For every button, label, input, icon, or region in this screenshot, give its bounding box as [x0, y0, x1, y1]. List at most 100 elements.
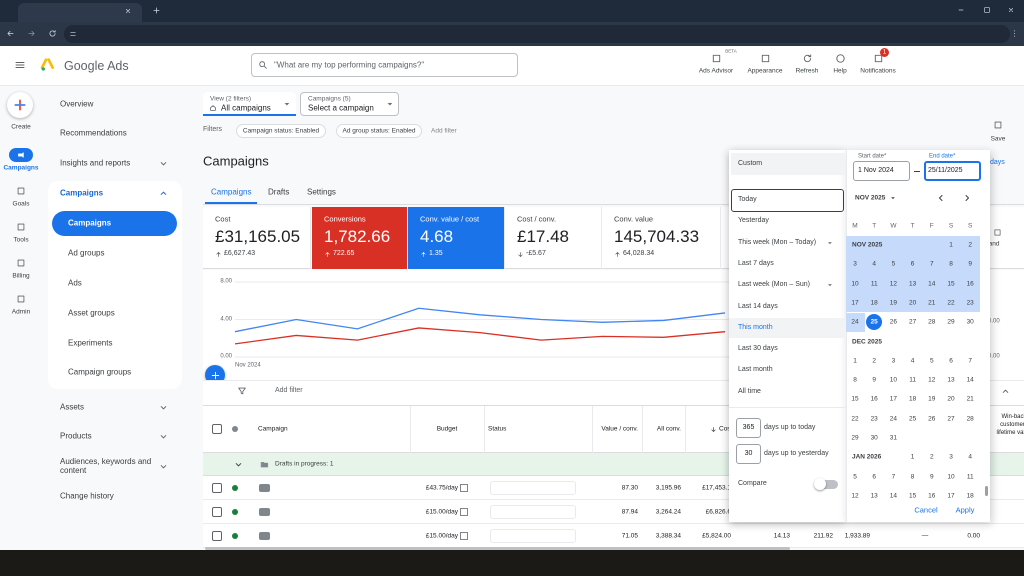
preset[interactable]: Custom: [738, 159, 763, 167]
calendar-day[interactable]: 16: [870, 395, 878, 403]
calendar-day[interactable]: 15: [908, 492, 917, 500]
calendar-day[interactable]: 20: [947, 395, 955, 403]
calendar-day[interactable]: 26: [889, 318, 898, 326]
calendar-day[interactable]: 14: [928, 279, 936, 287]
action-icon[interactable]: [835, 53, 846, 64]
apply-button[interactable]: Apply: [955, 505, 975, 515]
next-month[interactable]: [961, 192, 973, 204]
days-input[interactable]: [736, 418, 761, 438]
browser-menu[interactable]: [1010, 29, 1019, 38]
window-maximize[interactable]: [983, 6, 991, 14]
prev-month[interactable]: [935, 192, 947, 204]
compare-toggle[interactable]: [816, 480, 838, 489]
rail-label[interactable]: Create: [11, 123, 31, 131]
calendar-day[interactable]: 3: [949, 453, 953, 461]
preset[interactable]: This week (Mon – Today): [738, 238, 817, 246]
nav-group[interactable]: Campaigns: [60, 188, 104, 198]
rail-label[interactable]: Admin: [11, 308, 31, 316]
calendar-day[interactable]: 25: [908, 414, 917, 422]
hamburger[interactable]: [14, 59, 26, 71]
group-chevron[interactable]: [233, 459, 244, 470]
search-box[interactable]: [251, 53, 518, 77]
metric-card[interactable]: [408, 207, 505, 269]
calendar-day[interactable]: 4: [872, 260, 876, 268]
preset[interactable]: Yesterday: [738, 217, 769, 225]
calendar-day[interactable]: 13: [947, 376, 955, 384]
metric-card[interactable]: [602, 207, 721, 269]
calendar-day[interactable]: 30: [870, 434, 878, 442]
calendar-day[interactable]: 9: [929, 472, 934, 480]
calendar-day[interactable]: 30: [966, 318, 974, 326]
calendar-day[interactable]: 24: [889, 414, 898, 422]
start-field[interactable]: [853, 161, 910, 181]
action-icon[interactable]: [873, 53, 884, 64]
calendar-day[interactable]: 23: [870, 414, 878, 422]
calendar-day[interactable]: 8: [853, 376, 857, 384]
metric-card[interactable]: [505, 207, 602, 269]
calendar-day[interactable]: 9: [872, 376, 876, 384]
save-label[interactable]: Save: [990, 135, 1006, 143]
calendar-day[interactable]: 3: [853, 260, 857, 268]
calendar-day[interactable]: 19: [889, 299, 898, 307]
rail-icon[interactable]: [16, 222, 26, 232]
save-icon[interactable]: [993, 120, 1003, 130]
calendar-day[interactable]: 22: [851, 414, 859, 422]
cancel-button[interactable]: Cancel: [914, 505, 938, 515]
calendar-day[interactable]: 20: [908, 299, 917, 307]
calendar-day[interactable]: 1: [910, 453, 915, 461]
calendar-day[interactable]: 31: [889, 434, 898, 442]
calendar-day[interactable]: 7: [929, 260, 934, 268]
month-select[interactable]: NOV 2025: [855, 194, 886, 202]
window-close[interactable]: [1007, 6, 1015, 14]
calendar-day[interactable]: 29: [851, 434, 859, 442]
header-checkbox[interactable]: [212, 424, 222, 434]
table-row[interactable]: [203, 524, 1024, 548]
calendar-day[interactable]: 11: [870, 279, 878, 287]
calendar-day[interactable]: 4: [910, 357, 915, 365]
nav-sub-item[interactable]: Asset groups: [68, 308, 115, 318]
calendar-day[interactable]: 18: [966, 492, 974, 500]
calendar-day[interactable]: 17: [947, 492, 955, 500]
row-checkbox[interactable]: [212, 483, 222, 493]
calendar-day[interactable]: 6: [949, 357, 953, 365]
nav-sub-item[interactable]: Campaigns: [68, 218, 112, 228]
calendar-day[interactable]: 5: [929, 357, 934, 365]
calendar-day[interactable]: 1: [853, 357, 857, 365]
calendar-day[interactable]: 9: [968, 260, 972, 268]
row-checkbox[interactable]: [212, 507, 222, 517]
nav-sub-item[interactable]: Experiments: [68, 338, 113, 348]
calendar-day[interactable]: 25: [870, 318, 878, 326]
nav-item[interactable]: Insights and reports: [60, 158, 131, 168]
rail-icon[interactable]: [16, 258, 26, 268]
rail-label[interactable]: Billing: [12, 272, 30, 280]
window-minimize[interactable]: [957, 6, 965, 14]
forward[interactable]: [27, 29, 36, 38]
calendar-day[interactable]: 5: [853, 472, 857, 480]
calendar-day[interactable]: 3: [891, 357, 896, 365]
nav-sub-item[interactable]: Ads: [68, 278, 82, 288]
expand-label[interactable]: pand: [985, 240, 1000, 248]
calendar-day[interactable]: 26: [928, 414, 936, 422]
back[interactable]: [6, 29, 15, 38]
calendar-day[interactable]: 10: [947, 472, 955, 480]
filter-chip[interactable]: [236, 124, 326, 138]
calendar-day[interactable]: 2: [929, 453, 934, 461]
preset[interactable]: Last 30 days: [738, 345, 778, 353]
nav-item[interactable]: Assets: [60, 402, 85, 412]
calendar-day[interactable]: 2: [872, 357, 876, 365]
new-tab[interactable]: [152, 6, 161, 15]
tab[interactable]: Campaigns: [211, 187, 252, 197]
calendar-day[interactable]: 11: [966, 472, 974, 480]
calendar-day[interactable]: 12: [851, 492, 859, 500]
action-label[interactable]: Ads Advisor: [698, 67, 734, 75]
metric-card[interactable]: [203, 207, 311, 269]
calendar-day[interactable]: 12: [889, 279, 898, 287]
add-filter[interactable]: Add filter: [431, 127, 457, 135]
view-select[interactable]: [203, 92, 296, 116]
calendar-day[interactable]: 21: [928, 299, 936, 307]
calendar-day[interactable]: 28: [966, 414, 974, 422]
nav-sub-item[interactable]: Campaign groups: [68, 367, 132, 377]
calendar-day[interactable]: 19: [928, 395, 936, 403]
tab[interactable]: Settings: [307, 187, 336, 197]
calendar-day[interactable]: 14: [966, 376, 974, 384]
